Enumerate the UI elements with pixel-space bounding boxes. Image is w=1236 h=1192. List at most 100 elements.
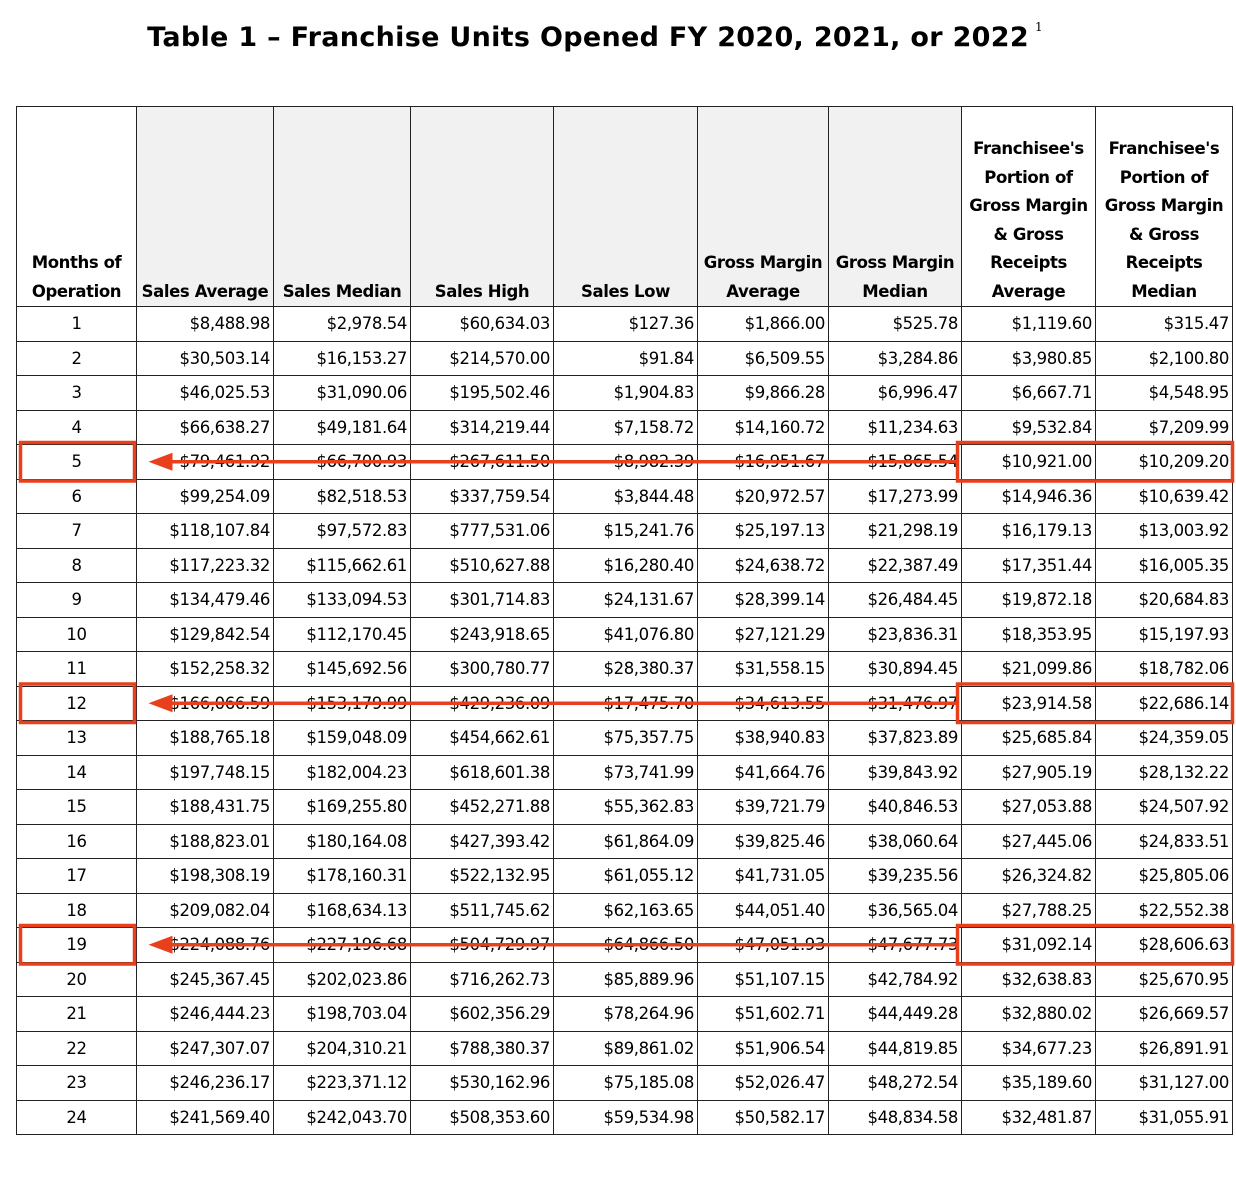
- cell-franchisee-portion-median: $4,548.95: [1095, 375, 1233, 411]
- cell-months: 4: [16, 409, 137, 445]
- cell-sales-low: $78,264.96: [553, 996, 698, 1032]
- cell-gross-margin-median: $44,449.28: [828, 996, 962, 1032]
- cell-sales-low: $8,982.39: [553, 444, 698, 480]
- cell-gross-margin-average: $9,866.28: [697, 375, 829, 411]
- cell-sales-median: $159,048.09: [273, 720, 411, 756]
- table-row: 16 $188,823.01 $180,164.08 $427,393.42 $61,8…: [16, 823, 1233, 859]
- cell-sales-median: $66,700.93: [273, 444, 411, 480]
- cell-sales-average: $246,236.17: [136, 1065, 274, 1101]
- cell-sales-high: $454,662.61: [410, 720, 554, 756]
- cell-months: 23: [16, 1065, 137, 1101]
- cell-sales-high: $452,271.88: [410, 789, 554, 825]
- cell-sales-low: $17,475.70: [553, 685, 698, 721]
- cell-sales-high: $195,502.46: [410, 375, 554, 411]
- cell-gross-margin-median: $22,387.49: [828, 547, 962, 583]
- cell-gross-margin-average: $38,940.83: [697, 720, 829, 756]
- cell-sales-low: $75,185.08: [553, 1065, 698, 1101]
- cell-sales-low: $91.84: [553, 340, 698, 376]
- cell-sales-median: $204,310.21: [273, 1030, 411, 1066]
- cell-sales-median: $202,023.86: [273, 961, 411, 997]
- cell-months: 3: [16, 375, 137, 411]
- cell-gross-margin-median: $17,273.99: [828, 478, 962, 514]
- cell-sales-average: $118,107.84: [136, 513, 274, 549]
- cell-sales-high: $300,780.77: [410, 651, 554, 687]
- cell-sales-average: $188,765.18: [136, 720, 274, 756]
- cell-franchisee-portion-average: $27,445.06: [961, 823, 1096, 859]
- cell-sales-low: $64,866.50: [553, 927, 698, 963]
- cell-months: 8: [16, 547, 137, 583]
- table-row: 23 $246,236.17 $223,371.12 $530,162.96 $75,1…: [16, 1065, 1233, 1101]
- cell-franchisee-portion-average: $14,946.36: [961, 478, 1096, 514]
- cell-gross-margin-average: $51,107.15: [697, 961, 829, 997]
- cell-gross-margin-median: $36,565.04: [828, 892, 962, 928]
- cell-sales-average: $241,569.40: [136, 1099, 274, 1135]
- cell-sales-low: $3,844.48: [553, 478, 698, 514]
- cell-sales-high: $267,611.50: [410, 444, 554, 480]
- cell-franchisee-portion-median: $315.47: [1095, 306, 1233, 342]
- table-row: 13 $188,765.18 $159,048.09 $454,662.61 $75,3…: [16, 720, 1233, 756]
- cell-sales-median: $133,094.53: [273, 582, 411, 618]
- cell-franchisee-portion-median: $25,670.95: [1095, 961, 1233, 997]
- cell-franchisee-portion-median: $18,782.06: [1095, 651, 1233, 687]
- cell-gross-margin-median: $15,865.54: [828, 444, 962, 480]
- cell-gross-margin-median: $23,836.31: [828, 616, 962, 652]
- cell-gross-margin-average: $25,197.13: [697, 513, 829, 549]
- cell-franchisee-portion-average: $32,481.87: [961, 1099, 1096, 1135]
- cell-gross-margin-average: $47,051.93: [697, 927, 829, 963]
- table-row: 7 $118,107.84 $97,572.83 $777,531.06 $15,241…: [16, 513, 1233, 549]
- cell-sales-high: $788,380.37: [410, 1030, 554, 1066]
- cell-gross-margin-average: $39,825.46: [697, 823, 829, 859]
- cell-sales-high: $243,918.65: [410, 616, 554, 652]
- table-row: 8 $117,223.32 $115,662.61 $510,627.88 $16,28…: [16, 547, 1233, 583]
- cell-franchisee-portion-median: $13,003.92: [1095, 513, 1233, 549]
- cell-gross-margin-median: $48,834.58: [828, 1099, 962, 1135]
- cell-franchisee-portion-median: $31,127.00: [1095, 1065, 1233, 1101]
- footnote-marker: 1: [1034, 20, 1043, 34]
- cell-franchisee-portion-median: $31,055.91: [1095, 1099, 1233, 1135]
- cell-franchisee-portion-median: $28,606.63: [1095, 927, 1233, 963]
- cell-gross-margin-average: $1,866.00: [697, 306, 829, 342]
- cell-franchisee-portion-median: $28,132.22: [1095, 754, 1233, 790]
- cell-sales-low: $41,076.80: [553, 616, 698, 652]
- cell-franchisee-portion-median: $26,891.91: [1095, 1030, 1233, 1066]
- header-sales-median: Sales Median: [273, 106, 411, 307]
- cell-franchisee-portion-average: $9,532.84: [961, 409, 1096, 445]
- cell-months: 13: [16, 720, 137, 756]
- cell-gross-margin-median: $11,234.63: [828, 409, 962, 445]
- cell-sales-low: $16,280.40: [553, 547, 698, 583]
- cell-gross-margin-median: $6,996.47: [828, 375, 962, 411]
- cell-months: 14: [16, 754, 137, 790]
- cell-sales-average: $129,842.54: [136, 616, 274, 652]
- cell-months: 24: [16, 1099, 137, 1135]
- title-text: Table 1 – Franchise Units Opened FY 2020…: [147, 22, 1029, 53]
- cell-gross-margin-median: $525.78: [828, 306, 962, 342]
- cell-sales-median: $49,181.64: [273, 409, 411, 445]
- cell-gross-margin-median: $38,060.64: [828, 823, 962, 859]
- cell-sales-average: $166,066.59: [136, 685, 274, 721]
- cell-sales-high: $716,262.73: [410, 961, 554, 997]
- cell-gross-margin-median: $31,476.97: [828, 685, 962, 721]
- cell-franchisee-portion-average: $35,189.60: [961, 1065, 1096, 1101]
- cell-franchisee-portion-median: $24,507.92: [1095, 789, 1233, 825]
- cell-months: 10: [16, 616, 137, 652]
- cell-franchisee-portion-median: $7,209.99: [1095, 409, 1233, 445]
- header-months-of-operation: Months of Operation: [16, 106, 137, 307]
- cell-months: 1: [16, 306, 137, 342]
- header-franchisee-portion-median: Franchisee's Portion of Gross Margin & G…: [1095, 106, 1233, 307]
- cell-months: 12: [16, 685, 137, 721]
- cell-months: 20: [16, 961, 137, 997]
- cell-gross-margin-average: $6,509.55: [697, 340, 829, 376]
- cell-gross-margin-median: $39,843.92: [828, 754, 962, 790]
- page-title: Table 1 – Franchise Units Opened FY 2020…: [0, 20, 1190, 53]
- cell-franchisee-portion-average: $21,099.86: [961, 651, 1096, 687]
- cell-franchisee-portion-median: $16,005.35: [1095, 547, 1233, 583]
- cell-sales-average: $198,308.19: [136, 858, 274, 894]
- cell-months: 16: [16, 823, 137, 859]
- cell-sales-high: $777,531.06: [410, 513, 554, 549]
- cell-sales-average: $99,254.09: [136, 478, 274, 514]
- cell-sales-high: $511,745.62: [410, 892, 554, 928]
- cell-months: 17: [16, 858, 137, 894]
- cell-sales-average: $30,503.14: [136, 340, 274, 376]
- cell-sales-average: $134,479.46: [136, 582, 274, 618]
- cell-sales-average: $188,823.01: [136, 823, 274, 859]
